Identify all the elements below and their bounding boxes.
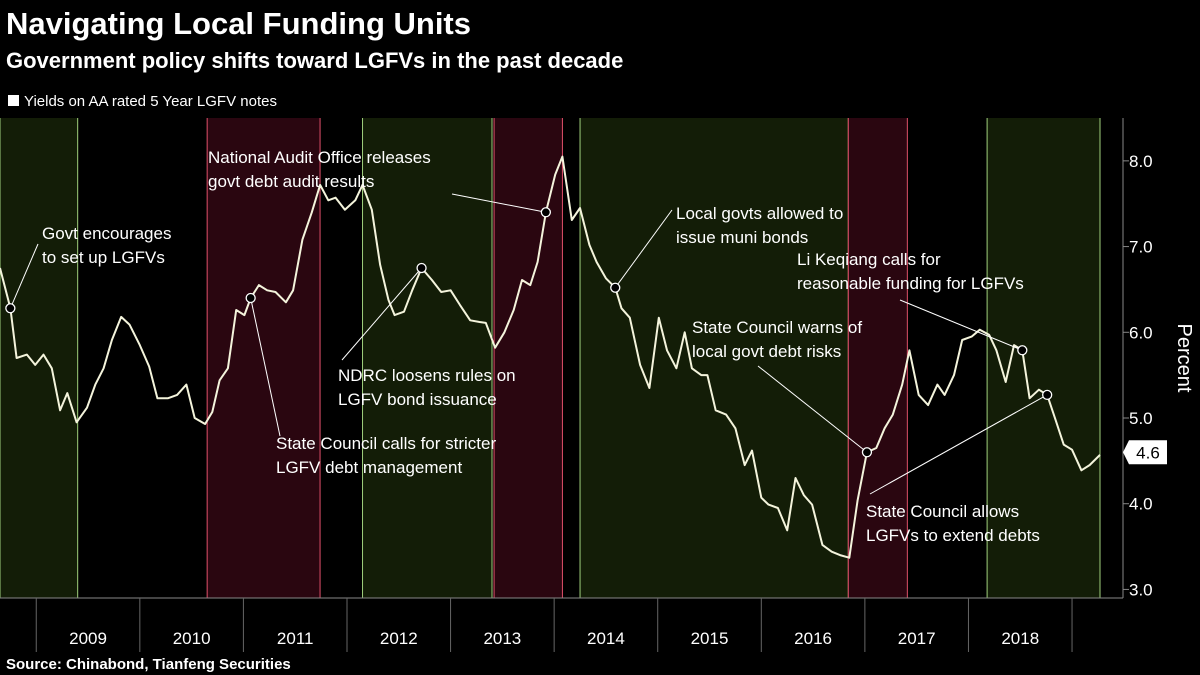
y-tick-label: 3.0 <box>1129 580 1153 599</box>
y-tick-label: 4.0 <box>1129 495 1153 514</box>
annotation-leader <box>614 209 673 289</box>
x-tick-label: 2012 <box>380 629 418 648</box>
line-series <box>0 155 1101 559</box>
x-tick-label: 2018 <box>1001 629 1039 648</box>
annotation-text: local govt debt risks <box>692 342 841 361</box>
annotation-text: State Council calls for stricter <box>276 434 496 453</box>
y-tick-label: 8.0 <box>1129 152 1153 171</box>
annotation-leader <box>869 394 1048 495</box>
annotation-text: Govt encourages <box>42 224 171 243</box>
period-band <box>987 118 1100 598</box>
annotation-text: LGFV bond issuance <box>338 390 497 409</box>
annotation-marker <box>5 303 16 314</box>
annotation-leader <box>757 365 868 453</box>
annotation-text: State Council warns of <box>692 318 862 337</box>
source: Source: Chinabond, Tianfeng Securities <box>6 656 291 673</box>
current-value-label: 4.6 <box>1136 443 1160 462</box>
period-band <box>0 118 78 598</box>
x-tick-label: 2009 <box>69 629 107 648</box>
annotation-text: reasonable funding for LGFVs <box>797 274 1024 293</box>
x-tick-label: 2016 <box>794 629 832 648</box>
x-tick-label: 2010 <box>173 629 211 648</box>
annotation-text: State Council allows <box>866 502 1019 521</box>
annotation-marker <box>540 207 552 218</box>
current-value-box <box>1123 440 1167 465</box>
x-tick-label: 2013 <box>483 629 521 648</box>
x-tick-label: 2014 <box>587 629 625 648</box>
y-axis-label: Percent <box>1173 324 1195 393</box>
period-band <box>848 118 908 598</box>
annotation-leader <box>250 297 281 437</box>
x-tick-label: 2015 <box>691 629 729 648</box>
annotation-text: to set up LGFVs <box>42 248 165 267</box>
annotation-text: LGFV debt management <box>276 458 462 477</box>
y-tick-label: 7.0 <box>1129 238 1153 257</box>
legend-label: Yields on AA rated 5 Year LGFV notes <box>24 93 277 110</box>
annotation-leader <box>341 267 422 361</box>
period-band <box>494 118 563 598</box>
annotation-marker <box>610 282 621 293</box>
annotation-text: Local govts allowed to <box>676 204 843 223</box>
period-band <box>580 118 849 598</box>
x-tick-label: 2011 <box>277 629 314 648</box>
legend-swatch <box>8 95 19 106</box>
y-tick-label: 5.0 <box>1129 409 1153 428</box>
y-tick-label: 6.0 <box>1129 323 1153 342</box>
annotation-leader <box>899 299 1023 351</box>
period-band <box>362 118 492 598</box>
annotation-text: govt debt audit results <box>208 172 374 191</box>
annotation-leader <box>9 243 39 309</box>
annotation-marker <box>861 447 873 458</box>
annotation-marker <box>245 292 256 304</box>
annotation-marker <box>1017 345 1028 356</box>
annotation-marker <box>1042 389 1053 401</box>
annotation-marker <box>416 262 427 274</box>
annotation-leader <box>451 193 546 213</box>
annotation-text: Li Keqiang calls for <box>797 250 941 269</box>
annotation-text: LGFVs to extend debts <box>866 526 1040 545</box>
annotation-text: issue muni bonds <box>676 228 808 247</box>
chart-title: Navigating Local Funding Units <box>6 6 471 41</box>
annotation-text: National Audit Office releases <box>208 148 431 167</box>
annotation-text: NDRC loosens rules on <box>338 366 516 385</box>
chart-subtitle: Government policy shifts toward LGFVs in… <box>6 48 623 73</box>
x-tick-label: 2017 <box>898 629 936 648</box>
